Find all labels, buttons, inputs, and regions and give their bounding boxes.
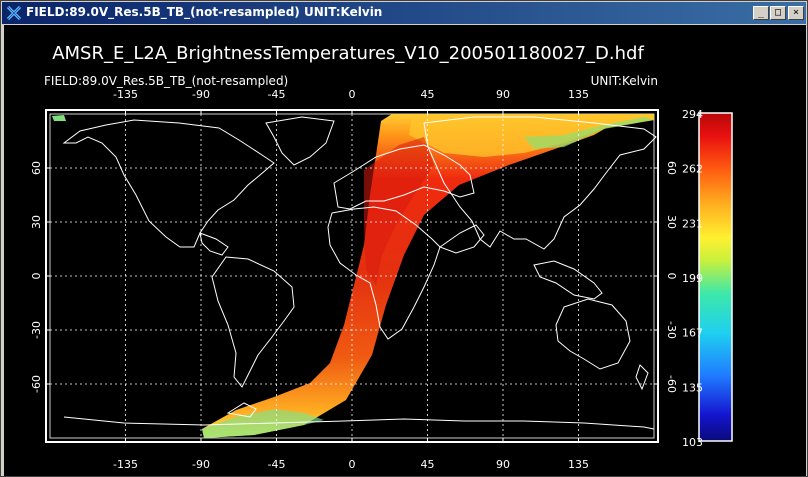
south-america-coast [211, 256, 295, 388]
antarctic-peninsula-coast [226, 402, 257, 418]
central-america-coast [199, 232, 229, 256]
x-tick-label-top: -45 [268, 88, 286, 101]
x-tick-label-bottom: -135 [113, 458, 138, 471]
new-zealand-coast [635, 364, 649, 391]
unit-label: UNIT:Kelvin [591, 74, 658, 88]
x-tick-label-top: 45 [421, 88, 435, 101]
y-tick-label-left: 30 [30, 215, 43, 229]
australia-coast [555, 298, 631, 370]
asia-coast [423, 116, 657, 250]
title-bar[interactable]: FIELD:89.0V_Res.5B_TB_(not-resampled) UN… [2, 2, 806, 24]
antarctica-coast [63, 416, 655, 430]
y-tick-label-right: -60 [665, 375, 678, 393]
x-tick-label-top: -90 [192, 88, 210, 101]
plot-canvas: AMSR_E_L2A_BrightnessTemperatures_V10_20… [4, 25, 806, 476]
europe-coast [333, 144, 475, 210]
colorbar-labels: 294 262 231 199 167 135 103 [682, 108, 703, 449]
x-tick-label-bottom: 0 [349, 458, 356, 471]
x-tick-label-top: -135 [113, 88, 138, 101]
close-button[interactable]: × [788, 6, 804, 20]
colorbar-label: 103 [682, 436, 703, 449]
colorbar-label: 231 [682, 217, 703, 230]
colorbar-label: 135 [682, 381, 703, 394]
x-tick-label-bottom: 135 [568, 458, 589, 471]
swath-body [202, 114, 654, 438]
indonesia-coast [533, 260, 603, 300]
map-axes: -135 -135 -90 -90 -45 -45 0 0 45 45 90 90 135 135 60 60… [30, 88, 678, 471]
chart-title: AMSR_E_L2A_BrightnessTemperatures_V10_20… [52, 43, 644, 64]
arabia-coast [438, 224, 485, 254]
swath-corner-fragment [52, 115, 66, 121]
minimize-button[interactable]: _ [753, 6, 769, 20]
swath-dense-core [364, 137, 434, 285]
x-tick-label-top: 135 [568, 88, 589, 101]
africa-coast [327, 206, 441, 340]
x-tick-label-bottom: 90 [496, 458, 510, 471]
colorbar-label: 262 [682, 163, 703, 176]
x-tick-label-bottom: 45 [421, 458, 435, 471]
graticule [50, 114, 654, 438]
y-tick-label-right: 60 [665, 161, 678, 175]
y-tick-label-left: 0 [30, 273, 43, 280]
y-tick-label-left: -30 [30, 321, 43, 339]
x-tick-label-top: 90 [496, 88, 510, 101]
x-tick-label-top: 0 [349, 88, 356, 101]
swath-north-edge [524, 117, 654, 149]
maximize-button[interactable]: □ [770, 6, 786, 20]
coastlines [62, 116, 657, 430]
window-title: FIELD:89.0V_Res.5B_TB_(not-resampled) UN… [26, 5, 383, 19]
y-tick-label-left: 60 [30, 161, 43, 175]
x-tick-label-bottom: -90 [192, 458, 210, 471]
colorbar-label: 167 [682, 327, 703, 340]
north-america-coast [62, 119, 275, 248]
swath-polar-north [409, 114, 654, 157]
y-tick-label-right: -30 [665, 321, 678, 339]
field-label: FIELD:89.0V_Res.5B_TB_(not-resampled) [44, 74, 288, 88]
colorbar-label: 199 [682, 272, 703, 285]
y-tick-label-right: 30 [665, 215, 678, 229]
y-tick-label-left: -60 [30, 375, 43, 393]
y-tick-label-right: 0 [665, 273, 678, 280]
colorbar-label: 294 [682, 108, 703, 121]
colorbar [698, 112, 733, 442]
idl-app-icon [6, 5, 22, 21]
map-plot: AMSR_E_L2A_BrightnessTemperatures_V10_20… [30, 43, 733, 471]
x-tick-label-bottom: -45 [268, 458, 286, 471]
greenland-coast [265, 116, 335, 166]
